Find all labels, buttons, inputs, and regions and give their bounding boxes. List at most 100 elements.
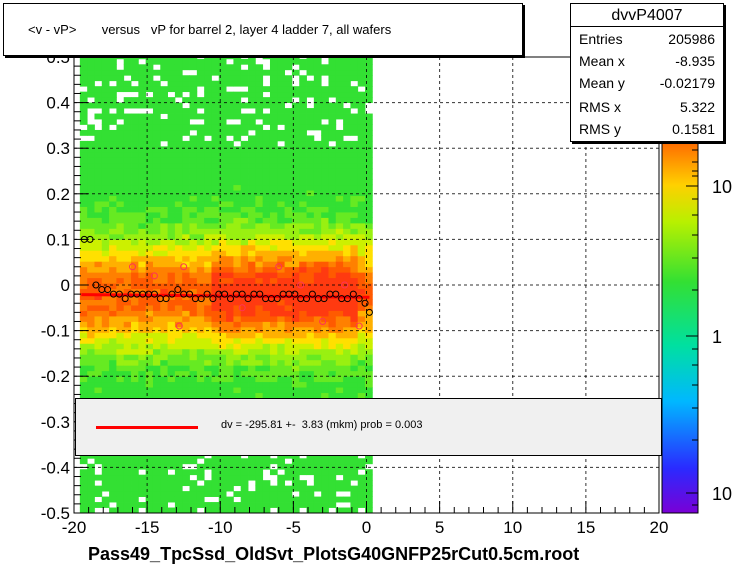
heat-cell: [152, 326, 161, 333]
heat-cell: [233, 474, 242, 481]
heat-cell: [277, 277, 285, 284]
heat-cell: [79, 212, 88, 218]
heat-cell: [313, 348, 322, 355]
heat-cell: [306, 458, 315, 465]
heat-cell: [87, 474, 95, 481]
heat-cell: [291, 53, 300, 60]
profile-point: [168, 290, 176, 298]
heat-cell: [218, 365, 227, 372]
heat-cell: [167, 370, 176, 377]
heat-cell: [269, 250, 278, 257]
heat-cell: [313, 381, 322, 388]
heat-cell: [233, 266, 242, 273]
profile-point: [303, 295, 311, 303]
heat-cell: [233, 75, 242, 82]
heat-cell: [160, 206, 168, 213]
heat-cell: [101, 326, 110, 333]
heat-cell: [145, 195, 154, 202]
heat-cell: [269, 217, 278, 224]
heat-cell: [182, 162, 190, 169]
heat-cell: [313, 321, 322, 328]
heat-cell: [160, 392, 168, 399]
heat-cell: [123, 299, 132, 306]
heat-cell: [306, 326, 315, 333]
heat-cell: [131, 463, 139, 470]
heat-cell: [138, 195, 147, 202]
heat-cell: [255, 250, 264, 257]
heat-cell: [196, 266, 205, 273]
stats-label: Entries: [579, 31, 623, 47]
heat-cell: [248, 233, 256, 240]
outlier-point: [180, 263, 188, 271]
heat-cell: [145, 102, 154, 109]
heat-cell: [291, 343, 300, 350]
heat-cell: [284, 326, 293, 333]
heat-cell: [116, 140, 125, 147]
heat-cell: [262, 381, 271, 388]
heat-cell: [255, 157, 264, 164]
heat-cell: [204, 212, 212, 218]
heat-cell: [145, 250, 154, 257]
heat-cell: [145, 392, 154, 399]
heat-cell: [350, 140, 359, 147]
heat-cell: [357, 217, 366, 224]
heat-cell: [204, 222, 212, 229]
heat-cell: [145, 173, 154, 180]
heat-cell: [174, 58, 183, 65]
heat-cell: [328, 480, 337, 487]
heat-cell: [299, 239, 307, 246]
heat-cell: [240, 261, 249, 268]
heat-cell: [284, 491, 293, 497]
heat-cell: [109, 53, 117, 60]
heat-cell: [167, 359, 176, 366]
heat-cell: [182, 370, 190, 377]
heat-cell: [306, 261, 315, 268]
heat-cell: [240, 151, 249, 158]
heat-cell: [299, 480, 307, 487]
heat-cell: [152, 283, 161, 290]
heat-cell: [284, 140, 293, 147]
heat-cell: [109, 119, 117, 125]
heat-cell: [335, 129, 344, 136]
heat-cell: [204, 485, 212, 492]
heat-cell: [182, 337, 190, 344]
heat-cell: [138, 458, 147, 465]
heat-cell: [109, 228, 117, 235]
heat-cell: [357, 69, 366, 76]
heat-cell: [116, 337, 125, 344]
heat-cell: [94, 458, 103, 465]
heat-cell: [189, 310, 198, 317]
heat-cell: [211, 502, 220, 508]
heat-cell: [240, 190, 249, 197]
heat-cell: [174, 206, 183, 213]
heat-cell: [218, 332, 227, 339]
heat-cell: [284, 365, 293, 372]
heat-cell: [138, 348, 147, 355]
heat-cell: [343, 337, 351, 344]
heat-cell: [357, 146, 366, 153]
heat-cell: [160, 507, 168, 514]
heat-cell: [167, 80, 176, 87]
heat-cell: [116, 480, 125, 487]
heat-cell: [248, 474, 256, 481]
heat-cell: [248, 217, 256, 224]
heat-cell: [299, 233, 307, 240]
profile-point: [209, 295, 217, 303]
heat-cell: [291, 86, 300, 93]
heat-cell: [233, 370, 242, 377]
heat-cell: [152, 299, 161, 306]
heat-cell: [116, 201, 125, 207]
profile-point: [256, 290, 264, 298]
heat-cell: [269, 119, 278, 125]
heat-cell: [145, 277, 154, 284]
heat-cell: [248, 321, 256, 328]
heat-cell: [211, 239, 220, 246]
heat-cell: [87, 491, 95, 497]
heat-cell: [343, 217, 351, 224]
heat-cell: [240, 507, 249, 514]
heat-cell: [152, 80, 161, 87]
heat-cell: [291, 146, 300, 153]
heat-cell: [328, 113, 337, 120]
heat-cell: [174, 326, 183, 333]
heat-cell: [335, 157, 344, 164]
